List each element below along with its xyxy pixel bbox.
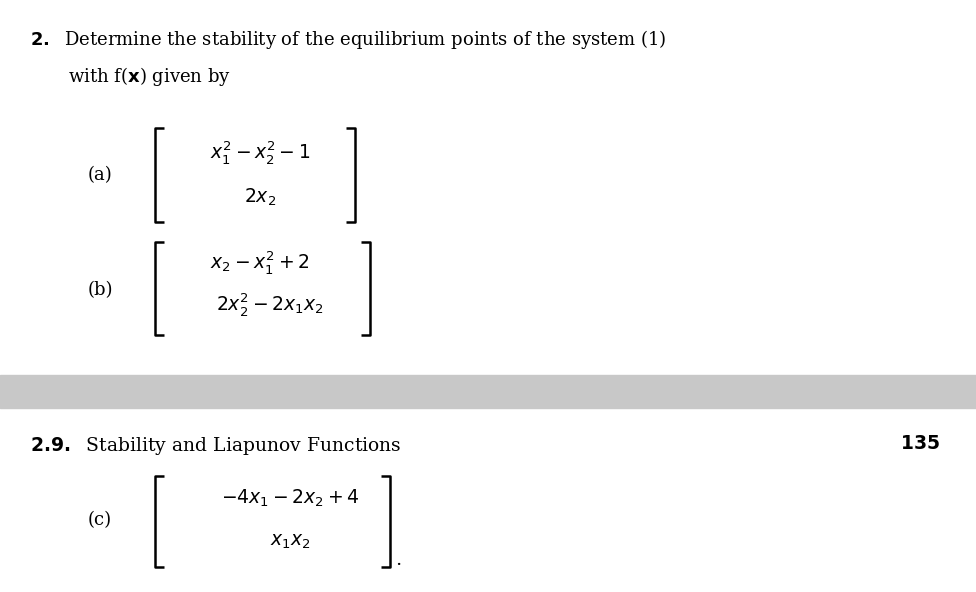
Text: $x_2 - x_1^2 + 2$: $x_2 - x_1^2 + 2$ xyxy=(210,249,309,276)
Text: $\mathbf{2.9.}$  Stability and Liapunov Functions: $\mathbf{2.9.}$ Stability and Liapunov F… xyxy=(30,435,401,457)
Text: $2x_2$: $2x_2$ xyxy=(244,186,276,208)
Text: (a): (a) xyxy=(88,166,112,184)
Text: (b): (b) xyxy=(87,281,113,299)
Text: $\mathbf{2.}$  Determine the stability of the equilibrium points of the system (: $\mathbf{2.}$ Determine the stability of… xyxy=(30,28,667,51)
Text: $-4x_1 - 2x_2 + 4$: $-4x_1 - 2x_2 + 4$ xyxy=(221,487,359,509)
Text: with f($\mathbf{x}$) given by: with f($\mathbf{x}$) given by xyxy=(68,65,231,88)
Text: $x_1x_2$: $x_1x_2$ xyxy=(269,533,310,551)
Text: (c): (c) xyxy=(88,511,112,529)
Text: $x_1^2 - x_2^2 - 1$: $x_1^2 - x_2^2 - 1$ xyxy=(210,139,310,166)
Text: .: . xyxy=(395,551,401,569)
Text: $2x_2^2 - 2x_1x_2$: $2x_2^2 - 2x_1x_2$ xyxy=(216,291,324,318)
Text: $\mathbf{135}$: $\mathbf{135}$ xyxy=(900,435,940,453)
